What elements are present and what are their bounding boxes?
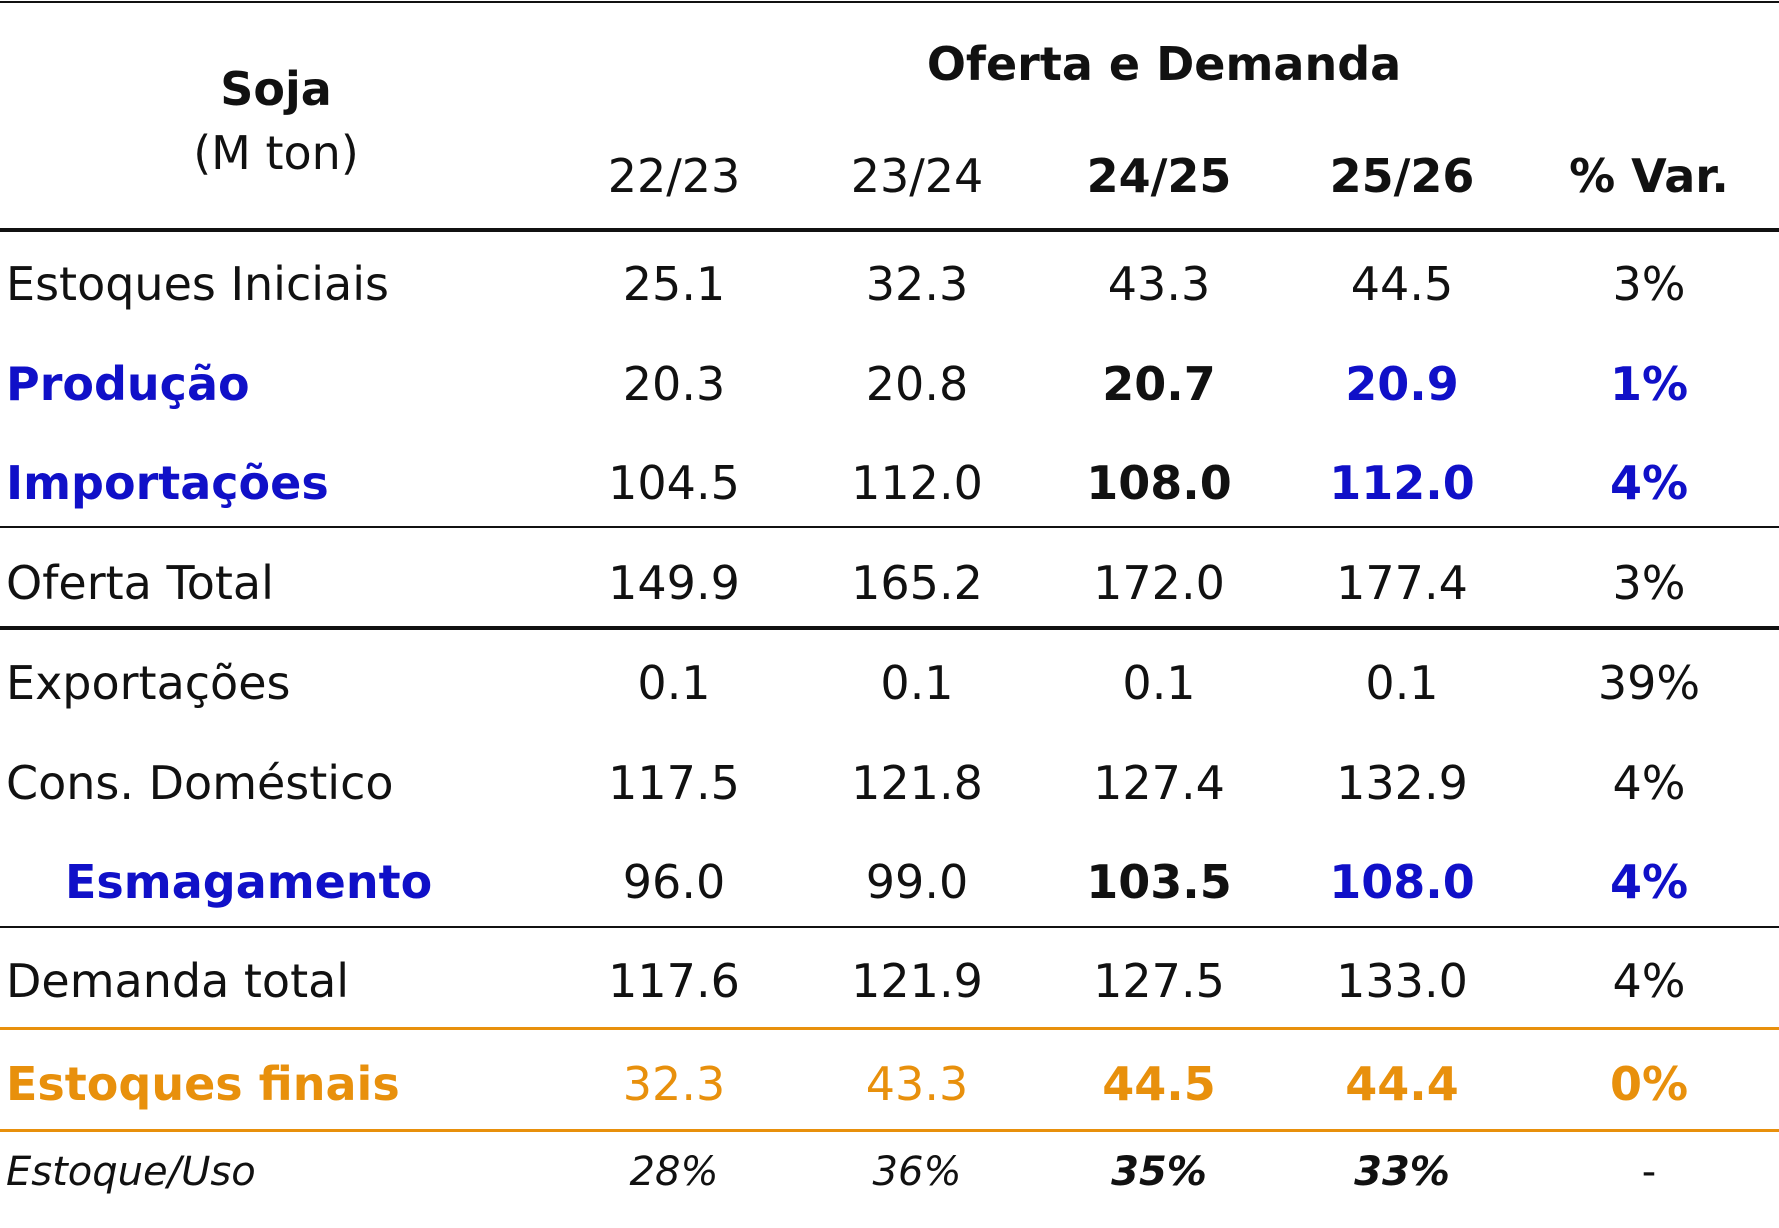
rule — [0, 1027, 1779, 1030]
rule — [0, 526, 1779, 528]
table-cell: 127.5 — [1093, 954, 1225, 1008]
row-label: Estoques finais — [6, 1057, 400, 1111]
table-cell: 121.9 — [851, 954, 983, 1008]
table-cell: 0.1 — [1365, 656, 1439, 710]
table-cell: 121.8 — [851, 756, 983, 810]
rule — [0, 926, 1779, 928]
table-cell: 20.9 — [1345, 357, 1459, 411]
rule — [0, 1129, 1779, 1132]
row-label: Importações — [6, 456, 329, 510]
table-cell: 117.6 — [608, 954, 740, 1008]
table-cell: 112.0 — [851, 456, 983, 510]
rule — [0, 1, 1779, 3]
table-cell: 44.5 — [1350, 257, 1454, 311]
table-cell: 4% — [1609, 456, 1689, 510]
rule — [0, 228, 1779, 232]
row-label: Esmagamento — [65, 855, 433, 909]
column-header: 22/23 — [607, 149, 741, 203]
table-cell: 149.9 — [608, 556, 740, 610]
table-cell: 96.0 — [622, 855, 726, 909]
table-cell: 0.1 — [1122, 656, 1196, 710]
table-cell: 25.1 — [622, 257, 726, 311]
table-cell: 32.3 — [622, 1057, 726, 1111]
table-cell: 104.5 — [608, 456, 740, 510]
table-cell: 3% — [1612, 556, 1686, 610]
table-cell: 0% — [1609, 1057, 1689, 1111]
table-cell: 44.5 — [1102, 1057, 1216, 1111]
table-cell: 132.9 — [1336, 756, 1468, 810]
column-header: 23/24 — [850, 149, 984, 203]
table-cell: 127.4 — [1093, 756, 1225, 810]
table-cell: 117.5 — [608, 756, 740, 810]
table-cell: 43.3 — [1107, 257, 1211, 311]
table-cell: 20.7 — [1102, 357, 1216, 411]
table-cell: 172.0 — [1093, 556, 1225, 610]
table-cell: 133.0 — [1336, 954, 1468, 1008]
column-header: 24/25 — [1086, 149, 1232, 203]
table-unit: (M ton) — [193, 126, 359, 180]
table-cell: 108.0 — [1329, 855, 1475, 909]
table-cell: 20.8 — [865, 357, 969, 411]
table-cell: 32.3 — [865, 257, 969, 311]
table-cell: 36% — [872, 1149, 962, 1195]
table-cell: 177.4 — [1336, 556, 1468, 610]
table-cell: 20.3 — [622, 357, 726, 411]
table-cell: 99.0 — [865, 855, 969, 909]
table-cell: 112.0 — [1329, 456, 1475, 510]
table-cell: 43.3 — [865, 1057, 969, 1111]
rule — [0, 626, 1779, 630]
table-cell: 33% — [1354, 1149, 1450, 1195]
table-cell: 4% — [1609, 855, 1689, 909]
row-label: Oferta Total — [6, 556, 274, 610]
row-label: Exportações — [6, 656, 291, 710]
table-title: Soja — [220, 62, 332, 116]
table-cell: 28% — [629, 1149, 719, 1195]
row-label: Produção — [6, 357, 250, 411]
column-header: 25/26 — [1329, 149, 1475, 203]
table-cell: 44.4 — [1345, 1057, 1459, 1111]
table-cell: 4% — [1612, 756, 1686, 810]
table-cell: 39% — [1597, 656, 1701, 710]
table-cell: 4% — [1612, 954, 1686, 1008]
column-header: % Var. — [1569, 149, 1729, 203]
table-cell: 103.5 — [1086, 855, 1232, 909]
table-cell: 108.0 — [1086, 456, 1232, 510]
row-label: Estoque/Uso — [6, 1149, 256, 1195]
table-cell: 0.1 — [637, 656, 711, 710]
table-cell: 0.1 — [880, 656, 954, 710]
row-label: Demanda total — [6, 954, 350, 1008]
column-group: Oferta e Demanda — [926, 37, 1402, 91]
row-label: Cons. Doméstico — [6, 756, 394, 810]
table-cell: 35% — [1111, 1149, 1207, 1195]
table-cell: - — [1641, 1149, 1657, 1195]
table-cell: 165.2 — [851, 556, 983, 610]
row-label: Estoques Iniciais — [6, 257, 389, 311]
table-cell: 1% — [1609, 357, 1689, 411]
table-cell: 3% — [1612, 257, 1686, 311]
